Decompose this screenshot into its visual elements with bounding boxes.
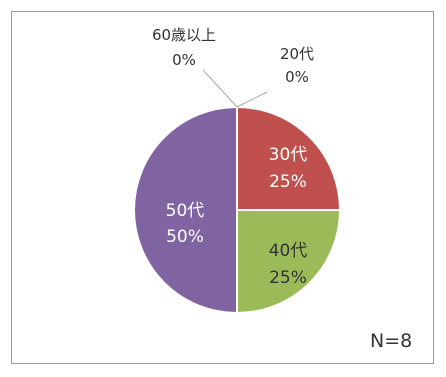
pie-slices bbox=[133, 105, 342, 315]
sample-size-label: N=8 bbox=[370, 330, 413, 352]
slice-percent-0: 0% bbox=[172, 51, 196, 69]
pie-slice-3 bbox=[236, 209, 342, 315]
leader-line-0 bbox=[202, 69, 238, 108]
pie-slice-4 bbox=[133, 105, 238, 315]
slice-label-0: 60歳以上 bbox=[152, 26, 216, 44]
slice-label-2: 30代 bbox=[269, 145, 308, 165]
leader-lines bbox=[202, 69, 268, 108]
slice-percent-1: 0% bbox=[285, 68, 309, 86]
slice-label-4: 50代 bbox=[166, 201, 205, 221]
slice-percent-3: 25% bbox=[269, 268, 307, 288]
leader-line-1 bbox=[236, 91, 268, 108]
slice-percent-2: 25% bbox=[269, 172, 307, 192]
slice-label-3: 40代 bbox=[269, 241, 308, 261]
slice-labels: 60歳以上 0% 20代 0% 30代 25% 40代 25% 50代 50% bbox=[152, 26, 314, 288]
slice-percent-4: 50% bbox=[166, 227, 204, 247]
slice-label-1: 20代 bbox=[280, 45, 314, 63]
pie-slice-2 bbox=[236, 105, 342, 211]
